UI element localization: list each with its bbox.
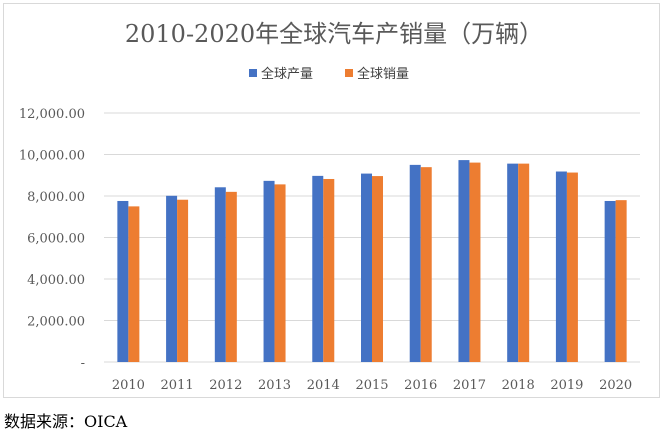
y-tick-label-1: 2,000.00 [27,315,85,330]
legend-label-1: 全球销量 [357,66,409,82]
x-tick-label-2017: 2017 [453,378,486,393]
source-note: 数据来源：OICA [4,412,128,431]
bar-0-2014 [312,175,324,362]
bar-1-2018 [518,163,530,362]
bar-1-2020 [615,200,627,362]
bar-1-2010 [128,206,140,362]
bar-1-2015 [372,176,383,362]
y-axis: - 2,000.00 4,000.00 6,000.00 8,000.00 10,000.… [19,107,85,371]
x-tick-label-2019: 2019 [550,378,583,393]
legend-swatch-0 [249,69,257,77]
gridlines [104,112,640,363]
x-tick-label-2018: 2018 [502,378,535,393]
bar-0-2016 [409,164,421,362]
bar-0-2010 [117,200,129,362]
y-tick-label-6: 12,000.00 [19,107,85,122]
x-tick-label-2013: 2013 [258,378,291,393]
legend-swatch-1 [345,69,353,77]
bar-0-2017 [458,160,470,362]
x-axis: 2010 2011 2012 2013 2014 2015 2016 2017 2018 2019… [112,378,632,393]
bar-0-2018 [507,163,519,362]
chart-title: 2010-2020年全球汽车产销量（万辆） [125,20,543,48]
bar-1-2014 [323,178,335,362]
bar-0-2011 [166,195,178,362]
x-tick-label-2012: 2012 [209,378,242,393]
legend: 全球产量 全球销量 [249,66,409,82]
bar-0-2015 [361,173,372,362]
y-tick-label-0: - [81,356,85,371]
bar-0-2020 [604,200,616,362]
legend-label-0: 全球产量 [261,66,313,82]
y-tick-label-4: 8,000.00 [27,190,85,205]
x-tick-label-2011: 2011 [161,378,194,393]
y-tick-label-5: 10,000.00 [19,149,85,164]
x-tick-label-2020: 2020 [599,378,632,393]
bar-0-2012 [214,187,226,362]
y-tick-label-3: 6,000.00 [27,232,85,247]
x-tick-label-2016: 2016 [404,378,437,393]
bars [117,160,627,362]
x-tick-label-2014: 2014 [307,378,340,393]
bar-1-2012 [225,191,237,362]
bar-0-2013 [263,180,275,362]
bar-1-2017 [469,162,481,362]
bar-0-2019 [555,171,567,362]
x-tick-label-2010: 2010 [112,378,145,393]
chart-svg: 2010-2020年全球汽车产销量（万辆） 全球产量 全球销量 - 2,000.00… [19,20,640,393]
bar-1-2013 [274,184,286,362]
bar-1-2016 [420,167,432,362]
y-tick-label-2: 4,000.00 [27,273,85,288]
bar-1-2011 [177,199,189,362]
bar-1-2019 [566,172,578,362]
x-tick-label-2015: 2015 [355,378,388,393]
